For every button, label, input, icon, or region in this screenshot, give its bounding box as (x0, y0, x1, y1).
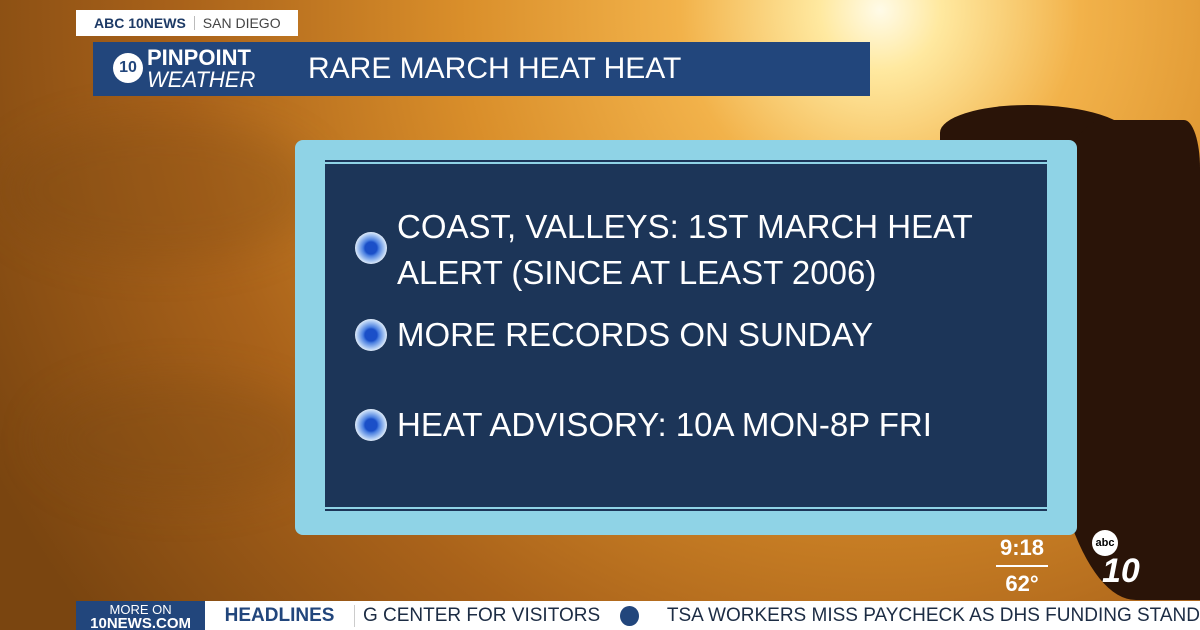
ticker-section: HEADLINES (205, 604, 355, 627)
station-city: SAN DIEGO (202, 15, 281, 31)
pinpoint-weather-logo: 10 PINPOINT WEATHER (93, 47, 283, 91)
bullet-text: HEAT ADVISORY: 10A MON-8P FRI (397, 406, 932, 443)
cloud (40, 380, 320, 500)
bullet-icon (355, 319, 387, 351)
title-bar: 10 PINPOINT WEATHER RARE MARCH HEAT HEAT (93, 42, 870, 96)
divider (193, 16, 195, 30)
bullet-panel-frame: COAST, VALLEYS: 1ST MARCH HEAT ALERT (SI… (295, 140, 1077, 535)
divider (996, 565, 1048, 567)
bullet-panel: COAST, VALLEYS: 1ST MARCH HEAT ALERT (SI… (325, 158, 1047, 513)
station-tag: ABC 10NEWS SAN DIEGO (76, 10, 298, 36)
site-label: 10NEWS.COM (90, 615, 191, 630)
bullet-icon (355, 232, 387, 264)
abc10-badge-icon: 10 (113, 53, 143, 83)
abc10-logo: abc 10 (1092, 530, 1156, 594)
logo-line1: PINPOINT (147, 45, 251, 70)
page-title: RARE MARCH HEAT HEAT (308, 52, 682, 85)
temperature: 62° (1005, 571, 1039, 596)
bullet-item: COAST, VALLEYS: 1ST MARCH HEAT ALERT (SI… (355, 204, 995, 296)
ticker-story: G CENTER FOR VISITORS (362, 604, 601, 626)
bullet-text: MORE RECORDS ON SUNDAY (397, 316, 874, 353)
bullet-item: MORE RECORDS ON SUNDAY (355, 312, 873, 358)
bullet-icon (355, 409, 387, 441)
ticker-story: TSA WORKERS MISS PAYCHECK AS DHS FUNDING… (666, 604, 1200, 626)
news-ticker: MORE ON 10NEWS.COM HEADLINES G CENTER FOR… (76, 601, 1200, 630)
abc-logo-icon: abc (1092, 530, 1118, 556)
cloud (0, 120, 320, 260)
channel-number: 10 (1102, 552, 1140, 590)
more-on-link[interactable]: MORE ON 10NEWS.COM (76, 601, 206, 630)
time: 9:18 (999, 535, 1045, 560)
station-brand: ABC 10NEWS (94, 15, 186, 31)
bullet-item: HEAT ADVISORY: 10A MON-8P FRI (355, 402, 932, 448)
logo-line2: WEATHER (147, 67, 256, 92)
more-on-label: MORE ON (109, 602, 172, 617)
time-temp: 9:18 62° (996, 535, 1048, 597)
abc10-ticker-icon (620, 605, 639, 626)
bullet-text: COAST, VALLEYS: 1ST MARCH HEAT ALERT (SI… (397, 208, 973, 291)
